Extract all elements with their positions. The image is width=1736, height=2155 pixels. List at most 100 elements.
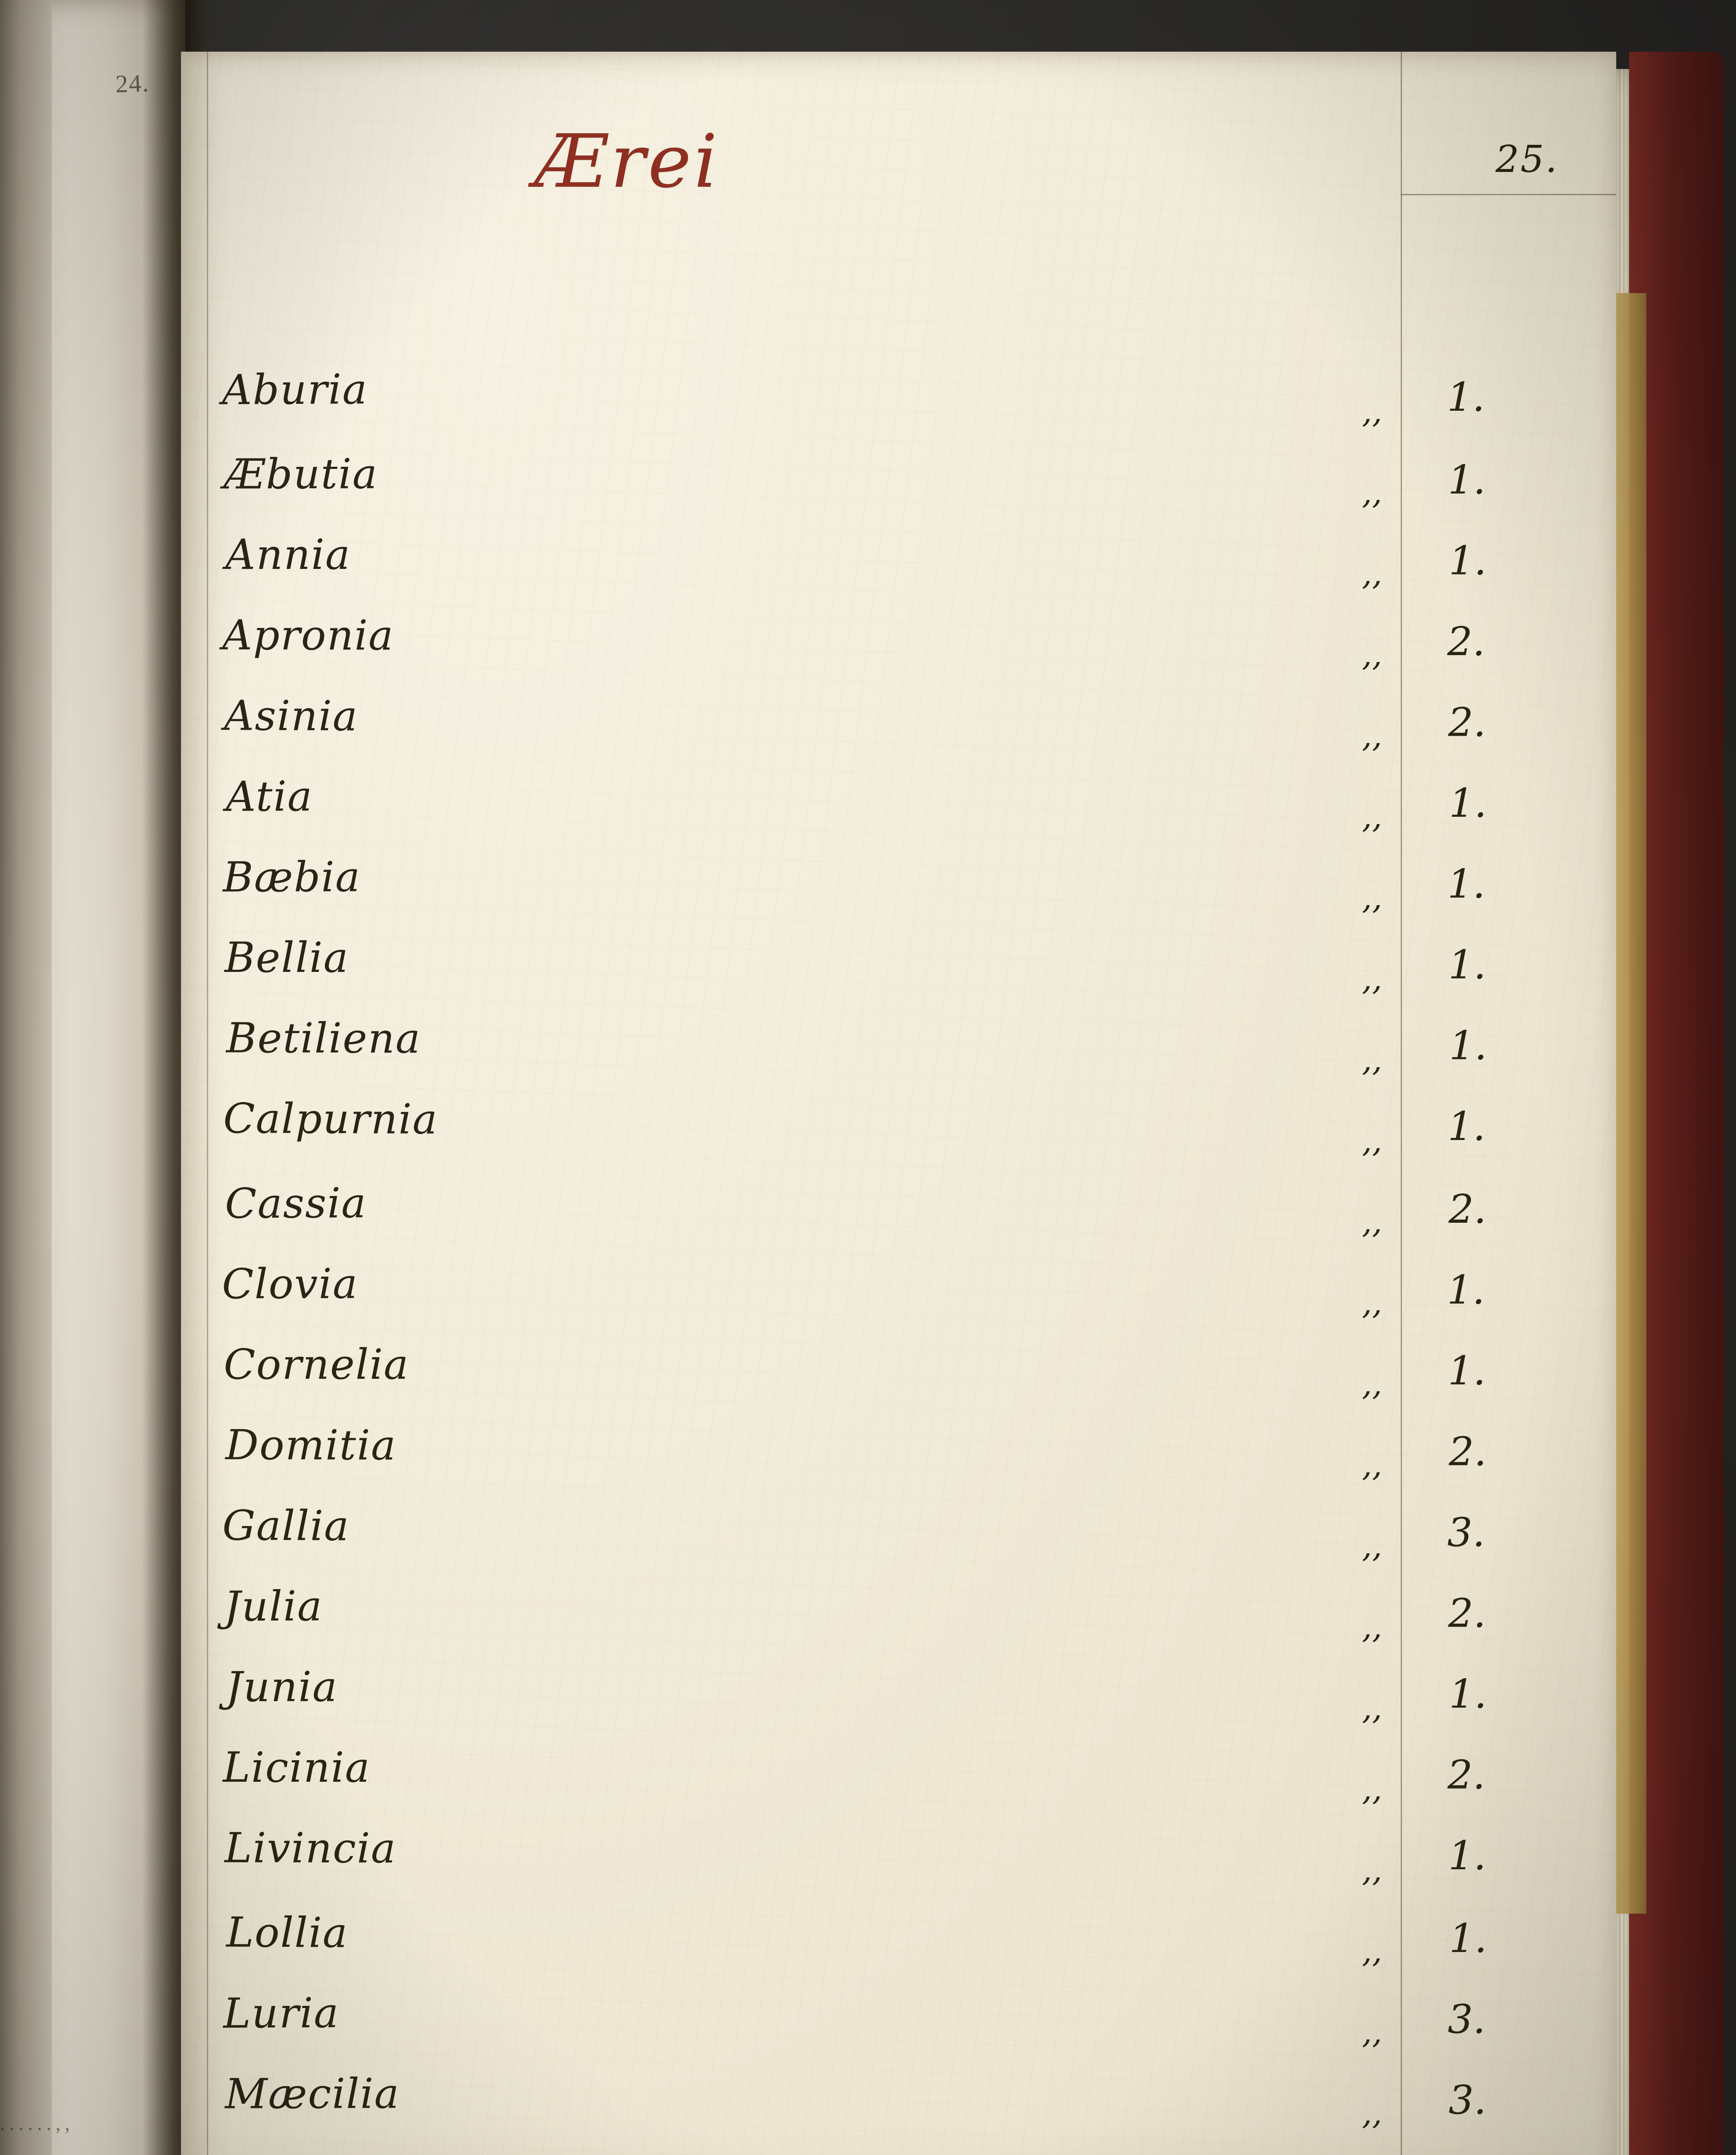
entry-count: 2.	[1449, 1428, 1487, 1475]
entry-list: ........................................…	[181, 365, 1736, 2153]
entry-leader-dots: ........................................…	[181, 979, 1669, 987]
column-rule-right	[1401, 52, 1402, 2155]
entry-count: 1.	[1449, 537, 1487, 584]
entry-leader-dots: ........................................…	[181, 1546, 1669, 1554]
entry-tick-mark: ,,	[1362, 1365, 1383, 1402]
entry-name: Gallia	[222, 1501, 350, 1550]
entry-row: ........................................…	[181, 533, 1646, 614]
entry-count: 1.	[1448, 1103, 1486, 1149]
entry-name: Asinia	[224, 691, 359, 740]
entry-tick-mark: ,,	[1362, 960, 1383, 997]
entry-name: Lollia	[226, 1908, 349, 1957]
entry-count: 2.	[1448, 1590, 1486, 1637]
manuscript-leaf: Ærei 25. ...............................…	[181, 52, 1736, 2155]
entry-name: Livincia	[224, 1824, 397, 1873]
entry-tick-mark: ,,	[1362, 393, 1383, 430]
left-page-edge	[0, 0, 52, 2155]
paper-texture	[181, 52, 1616, 2155]
entry-row: ........................................…	[181, 934, 1669, 1019]
entry-name: Clovia	[222, 1259, 359, 1309]
entry-count: 2.	[1448, 699, 1486, 746]
entry-leader-dots: ........................................…	[181, 1222, 1669, 1230]
entry-name: Calpurnia	[223, 1094, 438, 1144]
entry-name: Æbutia	[223, 450, 378, 499]
entry-leader-dots: ........................................…	[181, 493, 1669, 501]
folio-number: 25.	[1496, 138, 1558, 181]
entry-row: ........................................…	[181, 1908, 1669, 1991]
entry-row: ........................................…	[181, 1824, 1714, 1910]
entry-tick-mark: ,,	[1362, 717, 1383, 754]
entry-name: Bæbia	[222, 853, 361, 902]
entry-leader-dots: ........................................…	[181, 736, 1669, 744]
entry-leader-dots: ........................................…	[181, 898, 1646, 906]
entry-name: Julia	[224, 1582, 323, 1631]
entry-count: 3.	[1449, 2077, 1486, 2123]
entry-row: ........................................…	[181, 853, 1646, 938]
entry-name: Aburia	[222, 365, 368, 414]
entry-row: ........................................…	[181, 1259, 1669, 1343]
leaf-bottom-shading	[181, 2125, 1616, 2155]
entry-count: 1.	[1449, 1671, 1487, 1717]
entry-tick-mark: ,,	[1362, 1933, 1383, 1970]
entry-leader-dots: ........................................…	[181, 412, 1669, 420]
entry-row: ........................................…	[181, 1094, 1736, 1181]
entry-name: Betiliena	[226, 1014, 422, 1063]
entry-count: 1.	[1447, 861, 1486, 907]
entry-row: ........................................…	[181, 1179, 1669, 1262]
entry-tick-mark: ,,	[1362, 1446, 1383, 1484]
entry-row: ........................................…	[181, 1989, 1646, 2072]
entry-tick-mark: ,,	[1362, 1203, 1383, 1240]
entry-row: ........................................…	[181, 450, 1669, 533]
entry-name: Luria	[223, 1989, 340, 2038]
entry-row: ........................................…	[181, 772, 1624, 857]
entry-count: 2.	[1447, 1752, 1486, 1798]
entry-leader-dots: ........................................…	[181, 1708, 1646, 1716]
entry-row: ........................................…	[181, 611, 1691, 695]
entry-tick-mark: ,,	[1362, 2095, 1383, 2132]
entry-count: 1.	[1447, 1267, 1485, 1313]
entry-count: 1.	[1449, 1915, 1487, 1961]
entry-row: ........................................…	[181, 365, 1669, 452]
entry-tick-mark: ,,	[1362, 555, 1383, 592]
entry-tick-mark: ,,	[1362, 2014, 1383, 2051]
entry-tick-mark: ,,	[1362, 636, 1383, 673]
entry-name: Cornelia	[224, 1340, 409, 1389]
entry-leader-dots: ........................................…	[181, 1627, 1646, 1635]
entry-name: Licinia	[223, 1743, 371, 1792]
entry-tick-mark: ,,	[1362, 879, 1383, 916]
entry-name: Bellia	[225, 934, 349, 982]
entry-tick-mark: ,,	[1362, 1608, 1383, 1646]
entry-tick-mark: ,,	[1362, 798, 1383, 835]
entry-count: 3.	[1448, 1996, 1486, 2043]
entry-count: 1.	[1448, 457, 1486, 503]
entry-name: Atia	[225, 772, 313, 821]
entry-leader-dots: ........................................…	[181, 1303, 1669, 1311]
page-title: Ærei	[534, 119, 720, 204]
entry-count: 1.	[1449, 780, 1487, 826]
entry-tick-mark: ,,	[1362, 1284, 1383, 1321]
entry-row: ........................................…	[181, 1421, 1691, 1505]
entry-tick-mark: ,,	[1362, 1041, 1383, 1078]
entry-row: ........................................…	[181, 1743, 1691, 1829]
entry-name: Mæcilia	[225, 2069, 400, 2118]
entry-name: Apronia	[222, 611, 394, 660]
entry-count: 2.	[1449, 1186, 1486, 1232]
entry-row: ........................................…	[181, 1340, 1714, 1424]
entry-count: 1.	[1448, 1833, 1486, 1879]
entry-count: 2.	[1447, 618, 1485, 665]
entry-count: 1.	[1448, 1348, 1486, 1394]
entry-row: ........................................…	[181, 1663, 1646, 1748]
entry-count: 1.	[1449, 1022, 1487, 1069]
entry-tick-mark: ,,	[1362, 1852, 1383, 1889]
entry-count: 1.	[1448, 942, 1486, 988]
entry-tick-mark: ,,	[1362, 1690, 1383, 1727]
book-block: Ærei 25. ...............................…	[129, 52, 1736, 2155]
entry-row: ........................................…	[181, 1582, 1646, 1667]
entry-tick-mark: ,,	[1362, 1527, 1383, 1565]
left-page-leader-dots: ......,,	[0, 2112, 74, 2134]
entry-leader-dots: ........................................…	[181, 574, 1646, 582]
entry-row: ........................................…	[181, 1014, 1736, 1100]
entry-leader-dots: ........................................…	[181, 1952, 1669, 1959]
entry-name: Domitia	[225, 1421, 397, 1470]
entry-tick-mark: ,,	[1362, 474, 1383, 511]
